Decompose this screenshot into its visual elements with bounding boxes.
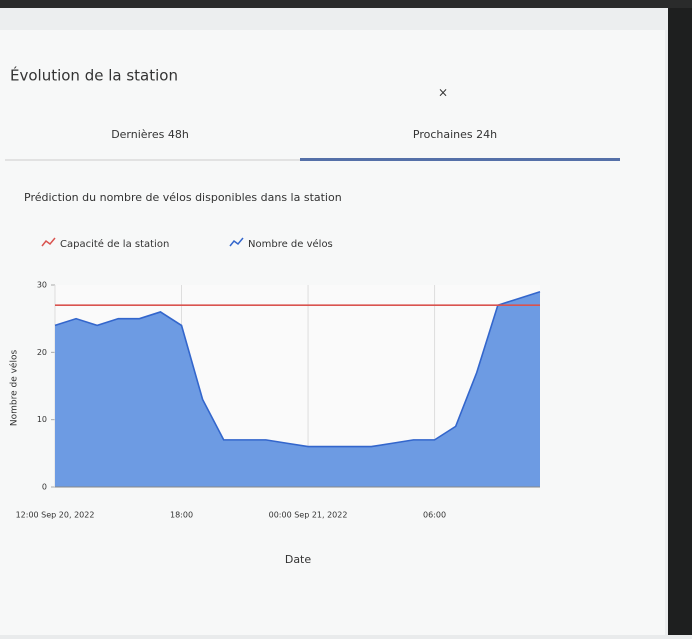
screen: Évolution de la station × Dernières 48h P… — [0, 0, 692, 635]
active-tab-indicator — [300, 158, 620, 161]
screen-bezel — [668, 0, 692, 635]
tab[interactable]: Dernières 48h — [111, 128, 189, 141]
y-tick-label: 10 — [37, 415, 47, 424]
y-tick-label: 30 — [37, 281, 47, 290]
x-tick-label: 00:00 Sep 21, 2022 — [269, 511, 348, 520]
x-tick-label: 06:00 — [423, 511, 446, 520]
screen-bezel-top — [0, 0, 692, 8]
x-axis-label: Date — [285, 553, 312, 566]
close-button[interactable]: × — [438, 86, 448, 100]
chart-subtitle: Prédiction du nombre de vélos disponible… — [24, 191, 342, 204]
legend-label: Capacité de la station — [60, 238, 169, 250]
panel-title: Évolution de la station — [10, 66, 178, 85]
legend-label: Nombre de vélos — [248, 238, 333, 250]
y-tick-label: 20 — [37, 348, 47, 357]
tab[interactable]: Prochaines 24h — [413, 128, 497, 141]
y-axis-label: Nombre de vélos — [9, 350, 20, 427]
x-tick-label: 18:00 — [170, 511, 193, 520]
x-tick-label: 12:00 Sep 20, 2022 — [16, 511, 95, 520]
y-tick-label: 0 — [42, 483, 47, 492]
